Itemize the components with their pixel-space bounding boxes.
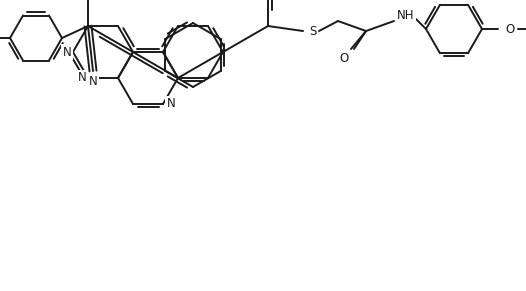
Text: N: N <box>88 74 97 88</box>
Text: NH: NH <box>397 8 414 22</box>
Text: S: S <box>309 24 317 38</box>
Text: N: N <box>63 45 72 58</box>
Text: N: N <box>78 72 86 84</box>
Text: O: O <box>339 52 349 65</box>
Text: N: N <box>167 97 175 111</box>
Text: O: O <box>505 22 514 36</box>
